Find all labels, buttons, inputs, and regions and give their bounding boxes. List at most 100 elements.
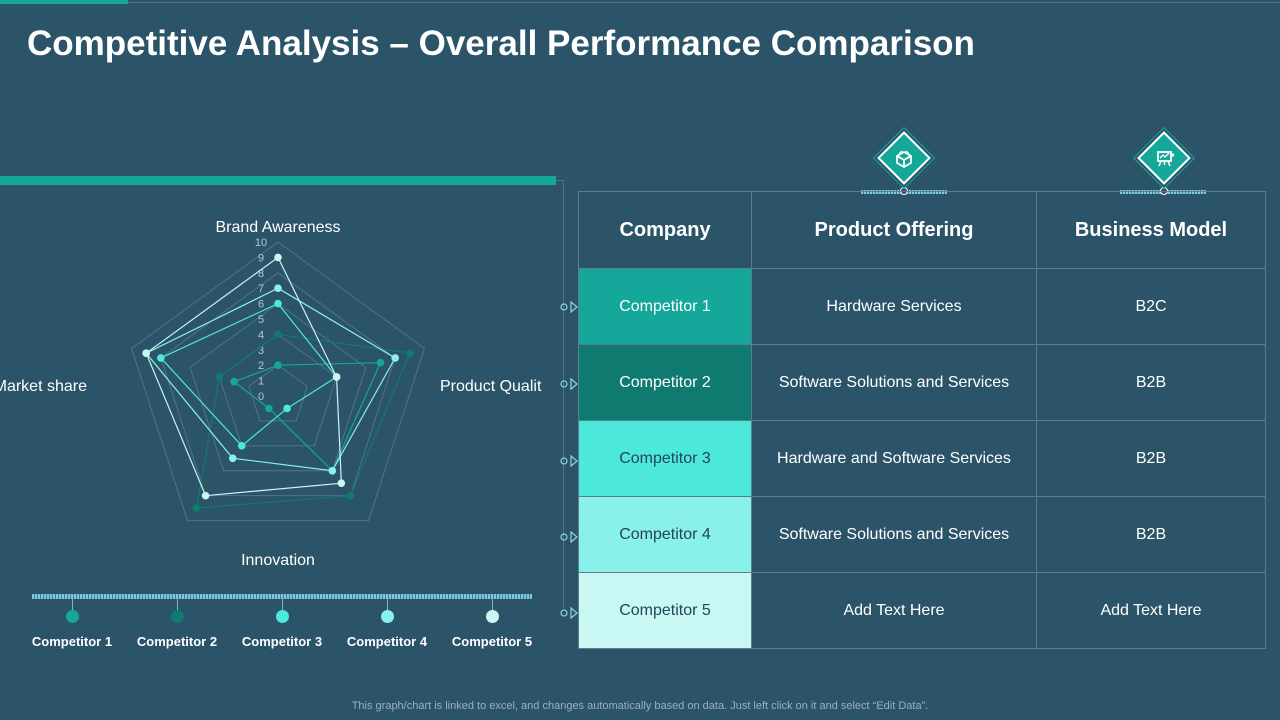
radar-axis-label: Product Qualit xyxy=(440,378,542,395)
radar-grid-ring xyxy=(189,302,367,472)
radar-axis-label: Brand Awareness xyxy=(215,219,340,236)
radar-series-line xyxy=(159,302,338,447)
accent-bar-tail xyxy=(556,180,564,181)
radar-axis-label: Market share xyxy=(0,378,87,395)
row-arrow-icon xyxy=(559,454,579,468)
business-model-cell: B2C xyxy=(1036,268,1266,345)
radar-point xyxy=(274,299,282,308)
product-offering-cell: Hardware and Software Services xyxy=(751,420,1037,497)
radar-scale-tick: 5 xyxy=(258,314,264,326)
radar-point xyxy=(230,377,238,386)
company-cell: Competitor 1 xyxy=(578,268,752,345)
row-arrow-icon xyxy=(559,377,579,391)
radar-series-line xyxy=(145,287,396,472)
company-cell: Competitor 2 xyxy=(578,344,752,421)
radar-series-line xyxy=(195,333,411,509)
radar-series-line xyxy=(145,256,342,497)
section-accent-bar xyxy=(0,176,556,185)
company-cell: Competitor 3 xyxy=(578,420,752,497)
legend-tick xyxy=(282,598,283,610)
radar-point xyxy=(215,373,224,381)
company-cell: Competitor 4 xyxy=(578,496,752,573)
radar-grid-ring xyxy=(248,364,308,422)
radar-scale-tick: 8 xyxy=(258,268,264,280)
radar-grid-ring xyxy=(160,272,396,497)
radar-point xyxy=(274,361,282,369)
legend-label: Competitor 3 xyxy=(241,634,323,649)
legend-tick xyxy=(492,598,493,610)
radar-scale-tick: 3 xyxy=(258,345,264,357)
radar-point xyxy=(142,349,150,357)
radar-scale-tick: 4 xyxy=(258,329,264,341)
radar-point xyxy=(337,479,346,488)
company-cell: Competitor 5 xyxy=(578,572,752,649)
table-row: Competitor 3 Hardware and Software Servi… xyxy=(578,420,1266,497)
top-accent-bar xyxy=(0,0,128,4)
product-offering-cell: Software Solutions and Services xyxy=(751,344,1037,421)
row-arrow-icon xyxy=(559,606,579,620)
radar-scale-tick: 10 xyxy=(255,237,267,249)
radar-point xyxy=(274,330,282,339)
legend-tick xyxy=(387,598,388,610)
radar-scale-tick: 9 xyxy=(258,252,264,264)
radar-grid-ring xyxy=(130,241,426,522)
radar-scale-tick: 0 xyxy=(258,391,264,403)
legend-label: Competitor 5 xyxy=(451,634,533,649)
legend-swatch xyxy=(66,610,79,623)
radar-point xyxy=(192,504,201,512)
radar-point xyxy=(332,373,341,381)
radar-point xyxy=(391,354,399,362)
legend-tick xyxy=(177,598,178,610)
legend-swatch xyxy=(171,610,184,623)
row-arrow-icon xyxy=(559,300,579,314)
radar-point xyxy=(406,349,414,357)
product-offering-cell: Add Text Here xyxy=(751,572,1037,649)
radar-scale-tick: 2 xyxy=(258,360,264,372)
product-offering-cell: Hardware Services xyxy=(751,268,1037,345)
business-model-cell: B2B xyxy=(1036,344,1266,421)
radar-point xyxy=(201,491,210,500)
radar-point xyxy=(274,253,282,262)
table-row: Competitor 5 Add Text Here Add Text Here xyxy=(578,572,1266,649)
radar-scale-tick: 6 xyxy=(258,299,264,311)
radar-point xyxy=(274,284,282,292)
legend-label: Competitor 2 xyxy=(136,634,218,649)
radar-axis-label: Innovation xyxy=(241,552,315,569)
page-title: Competitive Analysis – Overall Performan… xyxy=(27,24,975,63)
radar-grid-ring xyxy=(218,333,338,447)
table-row: Competitor 2 Software Solutions and Serv… xyxy=(578,344,1266,421)
business-model-cell: B2B xyxy=(1036,420,1266,497)
legend-swatch xyxy=(276,610,289,623)
radar-point xyxy=(157,354,165,362)
header-product-offering: Product Offering xyxy=(751,191,1037,269)
row-arrow-icon xyxy=(559,530,579,544)
radar-point xyxy=(237,442,246,450)
legend-timeline-bar xyxy=(32,594,532,599)
top-divider xyxy=(128,2,1280,3)
table-row: Competitor 1 Hardware Services B2C xyxy=(578,268,1266,345)
radar-point xyxy=(283,404,291,413)
table-connector-line xyxy=(563,180,564,608)
table-header-row: Company Product Offering Business Model xyxy=(578,191,1266,269)
radar-point xyxy=(376,358,385,367)
business-model-cell: Add Text Here xyxy=(1036,572,1266,649)
legend-label: Competitor 1 xyxy=(31,634,113,649)
radar-scale-tick: 7 xyxy=(258,283,264,295)
radar-point xyxy=(328,466,337,475)
legend-label: Competitor 4 xyxy=(346,634,428,649)
radar-series-line xyxy=(232,362,382,472)
radar-point xyxy=(228,454,237,463)
header-business-model: Business Model xyxy=(1036,191,1266,269)
business-model-cell: B2B xyxy=(1036,496,1266,573)
radar-point xyxy=(265,404,273,413)
radar-scale-tick: 1 xyxy=(258,376,264,388)
header-company: Company xyxy=(578,191,752,269)
legend-swatch xyxy=(486,610,499,623)
presentation-board-icon xyxy=(1132,126,1196,200)
table-row: Competitor 4 Software Solutions and Serv… xyxy=(578,496,1266,573)
product-offering-cell: Software Solutions and Services xyxy=(751,496,1037,573)
handshake-box-icon xyxy=(872,126,936,200)
legend-tick xyxy=(72,598,73,610)
radar-point xyxy=(346,491,355,500)
